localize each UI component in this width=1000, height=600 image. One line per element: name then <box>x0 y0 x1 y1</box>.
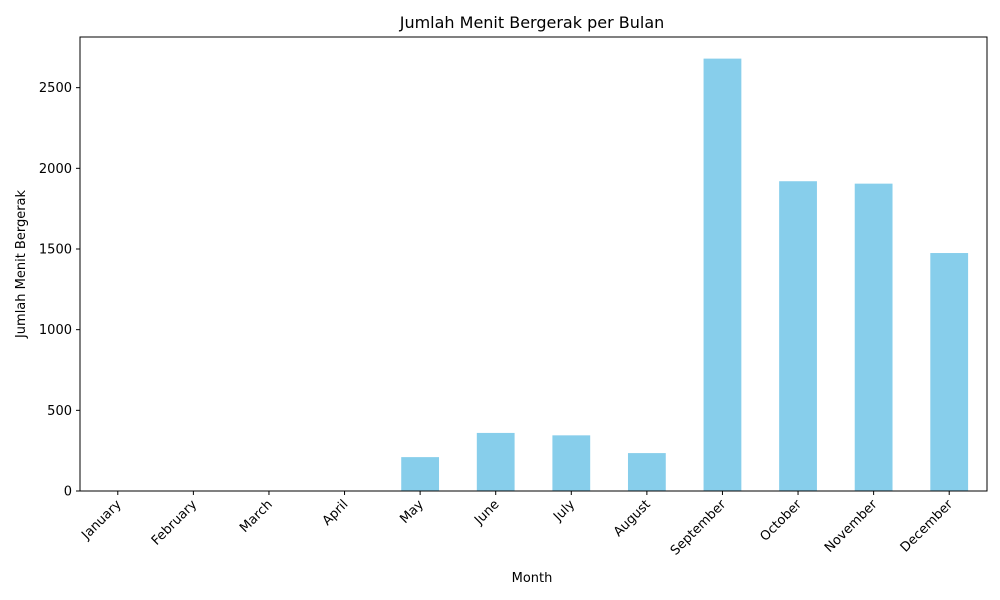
x-tick-label-july: July <box>550 497 578 525</box>
x-tick-label-august: August <box>611 497 654 540</box>
x-tick-label-april: April <box>320 497 352 529</box>
chart-title: Jumlah Menit Bergerak per Bulan <box>399 13 665 32</box>
y-tick-label-2000: 2000 <box>39 162 72 177</box>
bar-november <box>854 183 893 491</box>
bar-may <box>401 457 440 491</box>
plot-area: 0 500 1000 1500 2000 2500 January February March… <box>39 36 988 559</box>
bar-june <box>476 432 515 491</box>
bar-october <box>779 181 817 492</box>
x-tick-label-january: January <box>78 497 124 543</box>
y-tick-label-500: 500 <box>47 404 72 419</box>
x-tick-label-february: February <box>149 497 201 549</box>
x-tick-label-september: September <box>668 497 730 559</box>
y-tick-label-1500: 1500 <box>39 242 72 257</box>
y-tick-label-2500: 2500 <box>39 81 72 96</box>
y-axis-label: Jumlah Menit Bergerak <box>14 189 29 339</box>
plot-frame <box>79 36 988 492</box>
y-tick-label-0: 0 <box>64 485 72 500</box>
x-tick-label-march: March <box>237 497 276 536</box>
bar-september <box>703 58 742 492</box>
bar-august <box>627 453 666 491</box>
x-tick-label-november: November <box>822 497 881 556</box>
bar-december <box>930 253 969 491</box>
x-tick-label-may: May <box>397 497 427 527</box>
x-tick-label-october: October <box>757 497 805 545</box>
x-tick-label-june: June <box>471 497 502 528</box>
x-tick-label-december: December <box>898 497 957 556</box>
y-tick-label-1000: 1000 <box>39 323 72 338</box>
x-axis-label: Month <box>512 571 553 586</box>
bar-july <box>552 435 591 491</box>
